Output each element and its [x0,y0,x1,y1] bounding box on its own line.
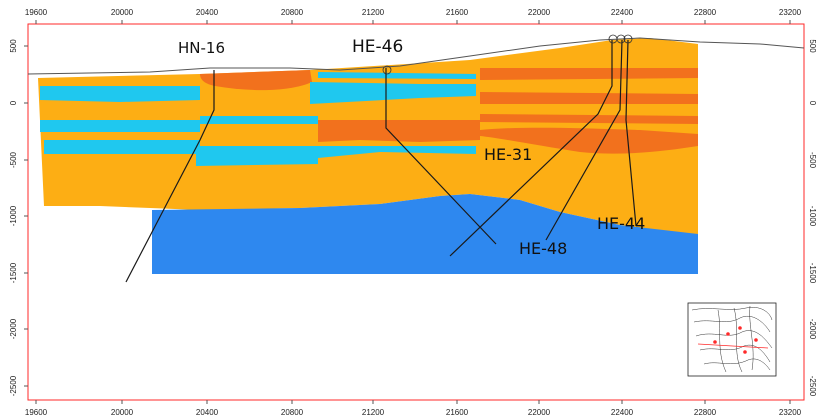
top-tick-22000: 22000 [528,8,551,17]
top-tick-20000: 20000 [111,8,134,17]
bottom-tick-21600: 21600 [446,408,469,417]
right-tick-minus1500: -1500 [808,263,816,284]
layer-cyan-mid-west [40,120,200,132]
right-tick-500: 500 [808,39,816,53]
bottom-tick-19600: 19600 [25,408,48,417]
bottom-x-axis: 19600 20000 20400 20800 21200 21600 2200… [25,408,802,417]
inset-map-frame [688,303,776,376]
right-y-axis: 500 0 -500 -1000 -1500 -2000 -2500 [808,39,816,396]
right-tick-0: 0 [808,101,816,106]
top-tick-19600: 19600 [25,8,48,17]
layer-cyan-lower-west [44,140,200,154]
right-tick-minus1000: -1000 [808,206,816,227]
well-label-he31: HE-31 [484,145,532,164]
well-label-he46: HE-46 [352,37,403,57]
bottom-tick-20000: 20000 [111,408,134,417]
bottom-tick-22800: 22800 [694,408,717,417]
bottom-tick-23200: 23200 [779,408,802,417]
well-label-he48: HE-48 [519,239,567,258]
left-tick-minus1500: -1500 [9,262,18,283]
top-tick-23200: 23200 [779,8,802,17]
top-tick-21600: 21600 [446,8,469,17]
right-tick-minus2000: -2000 [808,319,816,340]
top-tick-20800: 20800 [281,8,304,17]
layer-dark-band-1 [480,68,698,80]
bottom-tick-22000: 22000 [528,408,551,417]
left-tick-0: 0 [9,100,18,105]
well-label-hn16: HN-16 [178,39,225,57]
top-tick-21200: 21200 [362,8,385,17]
top-tick-22400: 22400 [611,8,634,17]
layer-cyan-upper-west [40,86,200,102]
left-tick-minus2000: -2000 [9,318,18,339]
top-tick-22800: 22800 [694,8,717,17]
bottom-tick-marks [36,400,790,404]
top-x-axis: 19600 20000 20400 20800 21200 21600 2200… [25,8,802,17]
top-tick-20400: 20400 [196,8,219,17]
layer-cyan-lower-mid [196,146,318,166]
layer-cyan-step [200,116,318,124]
left-tick-minus2500: -2500 [9,375,18,396]
left-tick-minus1000: -1000 [9,205,18,226]
inset-location-map [688,303,776,376]
top-tick-marks [36,20,790,24]
left-tick-marks [24,46,28,386]
bottom-tick-20400: 20400 [196,408,219,417]
left-tick-500: 500 [9,39,18,53]
right-tick-minus500: -500 [808,152,816,169]
layer-dark-band-2 [480,92,698,104]
well-label-he44: HE-44 [597,214,645,233]
bottom-tick-21200: 21200 [362,408,385,417]
left-tick-minus500: -500 [9,151,18,168]
layer-dark-central [318,120,480,142]
left-y-axis: 500 0 -500 -1000 -1500 -2000 -2500 [9,39,18,396]
bottom-tick-20800: 20800 [281,408,304,417]
right-tick-minus2500: -2500 [808,376,816,397]
bottom-tick-22400: 22400 [611,408,634,417]
